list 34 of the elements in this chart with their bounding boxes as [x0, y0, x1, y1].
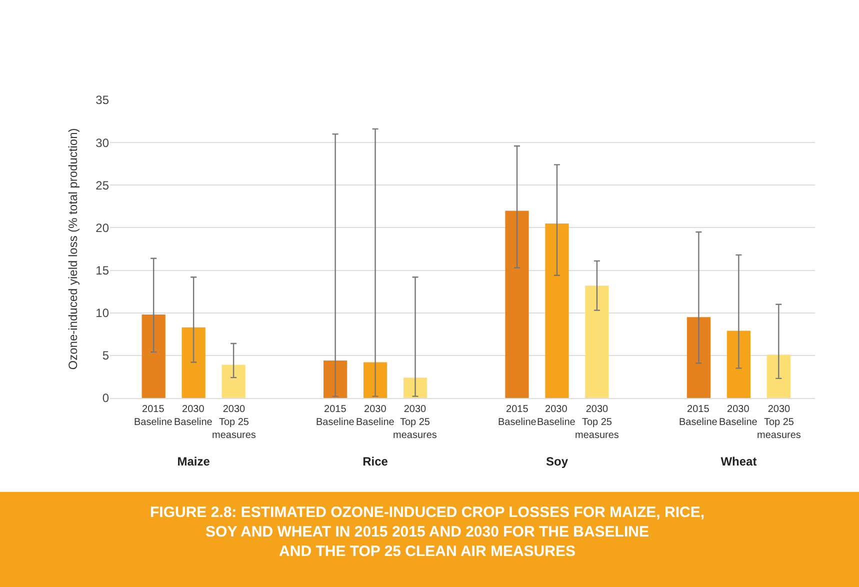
y-tick-label: 5	[102, 348, 110, 363]
bar	[585, 286, 609, 398]
bar	[726, 330, 750, 398]
x-tick-label: Soy	[546, 454, 568, 468]
y-tick-label: 0	[102, 391, 110, 406]
bar	[545, 223, 569, 398]
text: 2015 Baseline	[498, 404, 536, 428]
text: 2030 Top 25 measures	[393, 404, 437, 441]
x-tick-label: Rice	[362, 454, 388, 468]
bar	[766, 354, 790, 398]
text: 2015 Baseline	[316, 404, 354, 428]
bar	[686, 317, 711, 398]
bar	[182, 327, 206, 398]
bar	[403, 378, 428, 398]
y-tick-label: 30	[96, 136, 110, 150]
text: FIGURE 2.8: ESTIMATED OZONE-INDUCED CROP LOSSES FOR MAIZE, RICE, SOY AND WHEAT IN 2015 2015 AND 2030 FOR THE BASELINE AND THE TOP 25 CLEAN AIR MEASURES	[150, 504, 704, 560]
y-tick-label: 15	[96, 263, 110, 278]
x-tick-label: Wheat	[720, 454, 757, 468]
bar	[324, 360, 348, 398]
text: 2030 Top 25 measures	[575, 404, 619, 441]
series-label: 2015 Baseline	[679, 404, 718, 428]
y-tick-label: 35	[96, 93, 110, 108]
bar	[222, 364, 246, 398]
text: 2015 Baseline	[134, 404, 172, 428]
y-axis-title: Ozone-induced yield loss (% total production)	[66, 128, 80, 370]
bar	[505, 210, 529, 398]
y-tick-label: 25	[96, 178, 110, 192]
text: 2030 Top 25 measures	[757, 404, 801, 441]
bar	[363, 362, 388, 398]
y-tick-label: 10	[96, 306, 110, 320]
bar	[142, 314, 166, 398]
x-tick-label: Maize	[177, 454, 210, 468]
y-tick-label: 20	[96, 220, 110, 235]
series-label: 2030 Top 25 measures	[212, 404, 256, 441]
